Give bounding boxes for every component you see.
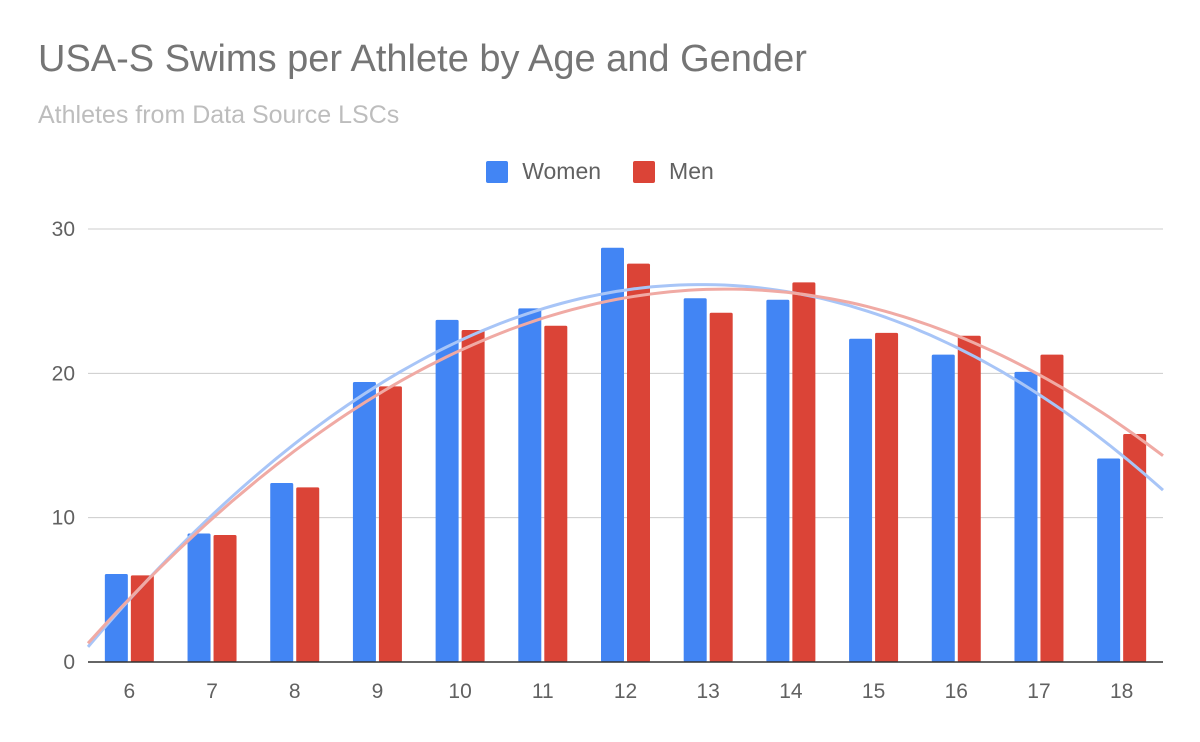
bar-women <box>352 381 376 662</box>
x-tick-label: 9 <box>372 680 384 703</box>
bar-men <box>130 575 154 662</box>
x-tick-label: 17 <box>1027 680 1050 703</box>
bar-women <box>518 308 542 662</box>
bar-men <box>461 330 485 662</box>
trendline-men <box>86 287 1164 645</box>
bar-men <box>544 325 568 662</box>
bar-men <box>1040 354 1064 662</box>
x-tick-label: 12 <box>614 680 637 703</box>
chart-subtitle: Athletes from Data Source LSCs <box>38 101 400 129</box>
bar-men <box>792 282 816 662</box>
trendline-women <box>86 283 1164 648</box>
x-tick-label: 8 <box>289 680 301 703</box>
x-tick-label: 14 <box>779 680 803 703</box>
tick-labels: 0 10 20 30 6 7 8 9 10 11 12 13 14 15 16 17 18 <box>52 218 1134 703</box>
bars <box>104 247 1147 662</box>
x-tick-label: 11 <box>532 680 554 703</box>
bar-men <box>296 487 320 662</box>
y-tick-label: 30 <box>52 218 75 241</box>
bar-women <box>435 319 459 662</box>
x-tick-label: 16 <box>945 680 968 703</box>
x-tick-label: 15 <box>862 680 885 703</box>
bar-men <box>627 263 650 662</box>
legend-label-men: Men <box>669 158 714 184</box>
trendlines <box>86 283 1164 648</box>
bar-women <box>1014 371 1038 662</box>
y-tick-label: 0 <box>63 651 75 674</box>
x-tick-label: 6 <box>124 680 136 703</box>
legend-item-women[interactable]: Women <box>486 158 601 185</box>
bar-women <box>931 354 955 662</box>
chart-title: USA-S Swims per Athlete by Age and Gende… <box>38 38 807 80</box>
legend-swatch-women <box>486 160 509 183</box>
bar-women <box>601 247 624 662</box>
bar-women <box>766 299 790 662</box>
legend-swatch-men <box>633 160 656 183</box>
y-tick-label: 10 <box>52 507 75 530</box>
gridlines <box>88 228 1163 519</box>
bar-men <box>875 332 899 662</box>
bar-women <box>1097 458 1121 662</box>
x-tick-label: 7 <box>206 680 218 703</box>
x-tick-label: 10 <box>448 680 471 703</box>
bar-men <box>957 335 981 662</box>
bar-women <box>849 338 873 662</box>
bar-men <box>378 386 402 662</box>
bar-men <box>213 534 237 662</box>
bar-women <box>683 298 707 662</box>
bar-women <box>104 573 128 662</box>
chart-legend: Women Men <box>0 158 1200 185</box>
x-tick-label: 13 <box>697 680 720 703</box>
legend-label-women: Women <box>522 158 602 184</box>
bar-women <box>187 533 211 662</box>
bar-women <box>270 483 294 662</box>
bar-men <box>709 312 733 662</box>
y-tick-label: 20 <box>52 362 75 385</box>
legend-item-men[interactable]: Men <box>633 158 714 185</box>
x-tick-label: 18 <box>1110 680 1133 703</box>
bar-men <box>1123 433 1147 662</box>
